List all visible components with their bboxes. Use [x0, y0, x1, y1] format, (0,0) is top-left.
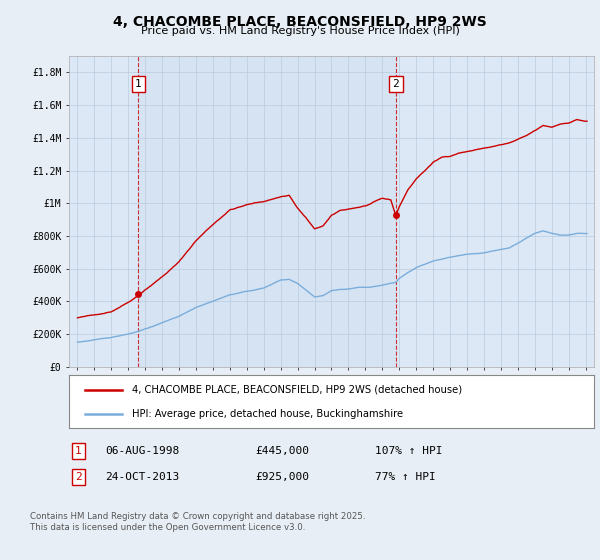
Text: 24-OCT-2013: 24-OCT-2013	[105, 472, 179, 482]
Text: £925,000: £925,000	[255, 472, 309, 482]
Text: 1: 1	[135, 79, 142, 89]
Text: 107% ↑ HPI: 107% ↑ HPI	[375, 446, 443, 456]
Text: £445,000: £445,000	[255, 446, 309, 456]
Text: 2: 2	[392, 79, 399, 89]
Bar	[139, 56, 396, 367]
Text: 77% ↑ HPI: 77% ↑ HPI	[375, 472, 436, 482]
Text: HPI: Average price, detached house, Buckinghamshire: HPI: Average price, detached house, Buck…	[132, 409, 403, 419]
Text: Contains HM Land Registry data © Crown copyright and database right 2025.
This d: Contains HM Land Registry data © Crown c…	[30, 512, 365, 532]
Text: 2: 2	[75, 472, 82, 482]
Text: 06-AUG-1998: 06-AUG-1998	[105, 446, 179, 456]
Text: 1: 1	[75, 446, 82, 456]
Text: 4, CHACOMBE PLACE, BEACONSFIELD, HP9 2WS: 4, CHACOMBE PLACE, BEACONSFIELD, HP9 2WS	[113, 15, 487, 29]
Text: 4, CHACOMBE PLACE, BEACONSFIELD, HP9 2WS (detached house): 4, CHACOMBE PLACE, BEACONSFIELD, HP9 2WS…	[132, 385, 462, 395]
Text: Price paid vs. HM Land Registry's House Price Index (HPI): Price paid vs. HM Land Registry's House …	[140, 26, 460, 36]
